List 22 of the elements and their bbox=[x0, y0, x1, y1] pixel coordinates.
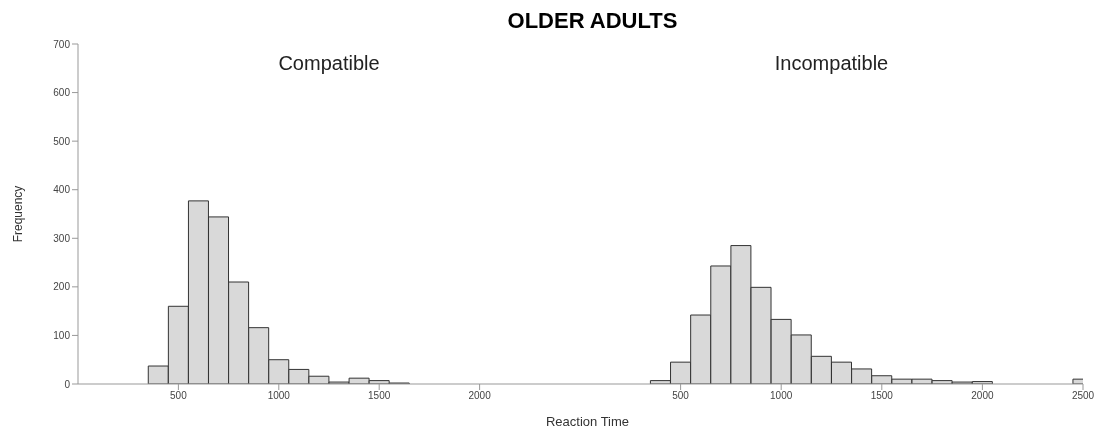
x-tick-label: 2500 bbox=[1071, 390, 1095, 402]
x-tick-label: 1500 bbox=[368, 390, 391, 402]
y-tick-label: 500 bbox=[53, 135, 71, 147]
y-axis-title: Frequency bbox=[11, 185, 26, 243]
x-tick-label: 1500 bbox=[870, 390, 894, 402]
annotation: Compatible bbox=[277, 52, 381, 75]
x-tick-label: 1000 bbox=[267, 390, 291, 402]
y-tick-label: 700 bbox=[53, 38, 71, 50]
y-tick-label: 100 bbox=[53, 329, 71, 341]
y-tick-label: 400 bbox=[53, 184, 71, 196]
y-tick-label: 200 bbox=[53, 281, 71, 293]
y-tick-label: 600 bbox=[53, 87, 71, 99]
y-tick-label: 300 bbox=[53, 232, 71, 244]
x-tick-label: 2000 bbox=[468, 390, 492, 402]
x-tick-label: 2000 bbox=[971, 390, 994, 402]
annotation: Incompatible bbox=[773, 52, 890, 75]
x-tick-label: 500 bbox=[672, 390, 690, 402]
x-tick-label: 1000 bbox=[770, 390, 793, 402]
y-tick-label: 0 bbox=[64, 378, 71, 390]
chart-title: OLDER ADULTS bbox=[506, 8, 679, 34]
x-axis-title: Reaction Time bbox=[544, 414, 631, 429]
x-tick-label: 500 bbox=[170, 390, 188, 402]
